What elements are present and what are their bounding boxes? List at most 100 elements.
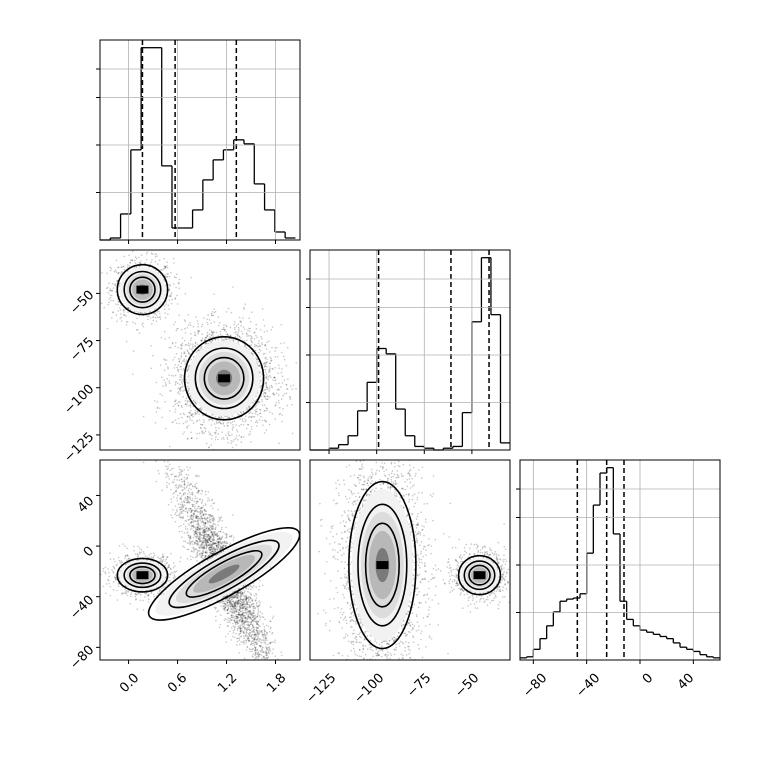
scatter-p1-p2-point (180, 368, 183, 371)
scatter-p1-p2-point (270, 376, 272, 379)
scatter-p1-p3-point (167, 564, 170, 567)
scatter-p1-p2-point (260, 335, 263, 338)
scatter-p1-p2-point (194, 412, 197, 415)
scatter-p1-p3-point (104, 571, 106, 573)
scatter-p1-p2-point (120, 266, 123, 268)
scatter-p1-p2-point (270, 359, 273, 362)
scatter-p1-p2-point (208, 419, 210, 421)
scatter-p1-p2-point (265, 407, 268, 409)
scatter-p1-p2-point (217, 316, 220, 318)
scatter-p1-p3-point (195, 556, 198, 558)
scatter-p1-p2-point (169, 445, 171, 448)
scatter-p1-p3-point (202, 537, 205, 540)
scatter-p1-p2-point (281, 420, 283, 423)
scatter-p1-p2-point (178, 282, 180, 285)
scatter-p1-p2-point (279, 412, 282, 415)
scatter-p1-p3-point (162, 553, 164, 556)
scatter-p1-p2-point (231, 446, 234, 449)
scatter-p1-p2-point (235, 435, 238, 437)
scatter-p1-p2-point (121, 266, 123, 269)
scatter-p1-p2-point (260, 395, 263, 398)
scatter-p1-p2-point (264, 419, 266, 422)
scatter-p1-p2-point (201, 431, 203, 434)
scatter-p1-p3-point (173, 577, 176, 579)
scatter-p1-p2-point (221, 416, 223, 419)
scatter-p1-p2-point (283, 358, 286, 361)
scatter-p1-p2-point (175, 380, 177, 383)
scatter-p1-p2-point (213, 311, 216, 314)
scatter-p1-p3-point (219, 536, 221, 539)
scatter-p1-p2-point (201, 423, 204, 426)
scatter-p1-p3-point (126, 547, 128, 550)
scatter-p1-p2-point (192, 347, 194, 349)
scatter-p1-p2-point (170, 302, 173, 305)
scatter-p1-p2-point (189, 339, 192, 342)
scatter-p1-p2-point (246, 423, 249, 426)
scatter-p1-p3-point (203, 526, 205, 528)
scatter-p1-p3-point (134, 595, 136, 598)
scatter-p1-p2-point (184, 327, 186, 330)
scatter-p1-p2-point (184, 403, 187, 405)
scatter-p1-p3-point (108, 579, 110, 582)
scatter-p1-p2-point (166, 273, 169, 275)
scatter-p1-p2-point (181, 383, 184, 385)
scatter-p1-p2-point (277, 394, 280, 396)
scatter-p1-p2-point (177, 368, 180, 371)
scatter-p1-p2-point (182, 360, 184, 363)
scatter-p1-p3-point (102, 570, 104, 572)
scatter-p1-p2-point (221, 431, 223, 434)
scatter-p1-p3-point (138, 592, 140, 594)
scatter-p1-p3-point (260, 641, 263, 644)
scatter-p1-p2-point (178, 389, 181, 391)
scatter-p1-p2-point (168, 288, 170, 291)
scatter-p1-p2-point (149, 317, 152, 319)
scatter-p1-p2-point (233, 323, 236, 326)
scatter-p1-p3-point (252, 612, 255, 614)
scatter-p1-p2-point (180, 405, 183, 407)
scatter-p1-p2-point (119, 307, 121, 309)
scatter-p1-p2-point (122, 308, 125, 311)
scatter-p1-p2-point (222, 326, 225, 329)
scatter-p1-p2-point (221, 328, 223, 331)
scatter-p1-p3-point (145, 593, 147, 595)
scatter-p1-p2-point (164, 359, 166, 361)
scatter-p1-p3-point (174, 575, 176, 578)
scatter-p1-p2-point (277, 388, 280, 391)
scatter-p1-p3-point (213, 534, 216, 536)
scatter-p1-p3-point (130, 593, 132, 595)
scatter-p1-p2-point (210, 312, 213, 315)
scatter-p1-p2-point (235, 424, 237, 426)
scatter-p1-p2-point (263, 389, 266, 391)
scatter-p1-p2-point (183, 351, 186, 353)
scatter-p1-p2-point (205, 342, 207, 344)
scatter-p1-p2-point (269, 362, 271, 365)
scatter-p1-p2-point (168, 347, 171, 349)
scatter-p1-p2-point (265, 376, 268, 379)
scatter-p1-p2-point (159, 312, 161, 315)
scatter-p1-p3-point (200, 543, 203, 545)
scatter-p1-p3-point (195, 515, 197, 517)
scatter-p1-p3-point (197, 491, 200, 493)
scatter-p1-p2-point (262, 319, 265, 321)
scatter-p1-p3-point (169, 573, 171, 575)
scatter-p1-p3-point (235, 606, 238, 609)
scatter-p1-p2-point (179, 376, 181, 378)
scatter-p1-p3-point (168, 576, 170, 579)
scatter-p1-p2-point (220, 422, 222, 425)
scatter-p1-p2-point (275, 404, 277, 406)
scatter-p1-p2-point (178, 379, 181, 381)
scatter-p1-p2-point (184, 361, 186, 363)
scatter-p1-p2-point (155, 320, 158, 323)
scatter-p1-p2-point (100, 302, 103, 305)
scatter-p1-p2-point (190, 337, 193, 340)
scatter-p1-p2-point (237, 340, 240, 342)
scatter-p1-p2-point (168, 295, 171, 297)
scatter-p1-p2-point (264, 392, 267, 394)
scatter-p1-p2-point (189, 321, 191, 324)
scatter-p1-p2-point (141, 311, 143, 314)
scatter-p1-p2-point (245, 427, 248, 430)
scatter-p1-p2-point (265, 429, 268, 431)
scatter-p1-p3-point (121, 592, 123, 594)
scatter-p1-p2-point (283, 379, 286, 382)
scatter-p1-p2-point (236, 430, 239, 433)
